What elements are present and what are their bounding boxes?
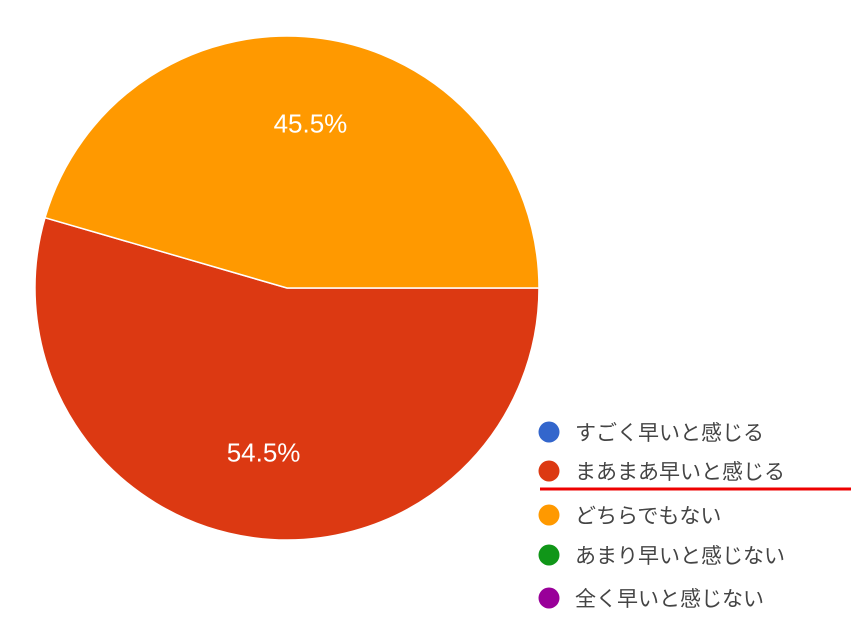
- legend-swatch: [538, 587, 560, 609]
- legend-label[interactable]: すごく早いと感じる: [575, 421, 764, 445]
- legend-label[interactable]: あまり早いと感じない: [575, 544, 785, 568]
- legend-swatch: [538, 544, 560, 566]
- legend-swatch: [538, 421, 560, 443]
- pie-slice[interactable]: [44, 35, 540, 289]
- legend-label[interactable]: 全く早いと感じない: [575, 587, 764, 611]
- legend-swatch: [538, 460, 560, 482]
- slice-data-label: 54.5%: [227, 438, 301, 468]
- slice-data-label: 45.5%: [274, 108, 348, 138]
- legend-swatch: [538, 504, 560, 526]
- legend-label[interactable]: どちらでもない: [575, 504, 721, 528]
- legend-label[interactable]: まあまあ早いと感じる: [575, 460, 785, 484]
- pie-slice[interactable]: [34, 216, 540, 541]
